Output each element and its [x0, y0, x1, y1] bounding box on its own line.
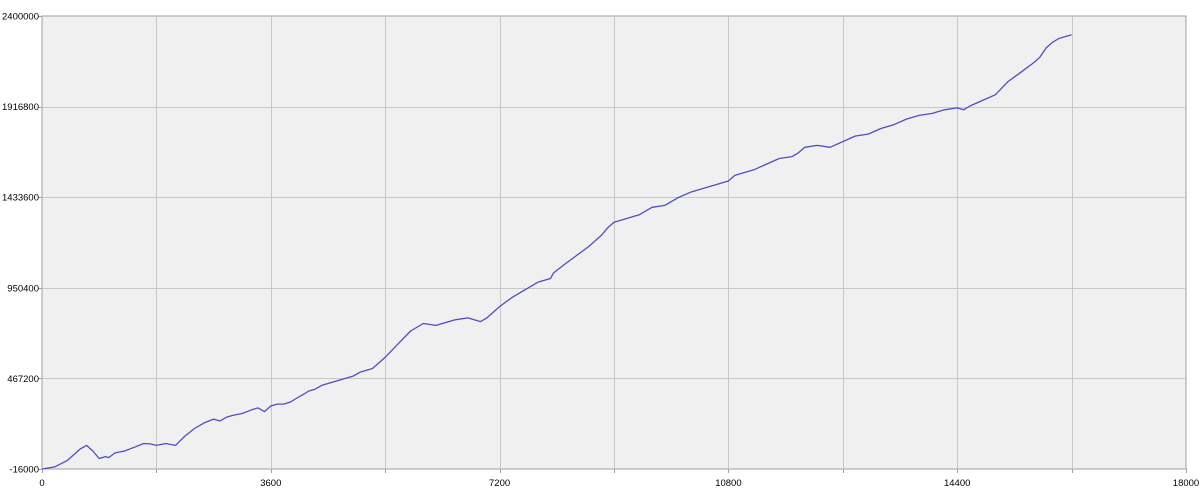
x-tick-label: 10800: [715, 478, 741, 489]
y-tick-label: 1433600: [2, 193, 39, 204]
y-tick-label: -16000: [9, 465, 39, 476]
x-tick-label: 3600: [260, 478, 281, 489]
x-tick-label: 14400: [944, 478, 970, 489]
x-tick-label: 7200: [489, 478, 510, 489]
y-tick-label: 1916800: [2, 102, 39, 113]
series-line: [41, 34, 1072, 470]
y-tick-label: 2400000: [2, 12, 39, 23]
y-tick-label: 950400: [7, 283, 39, 294]
x-tick-label: 0: [39, 478, 44, 489]
y-tick-label: 467200: [7, 374, 39, 385]
x-tick-label: 18000: [1173, 478, 1199, 489]
